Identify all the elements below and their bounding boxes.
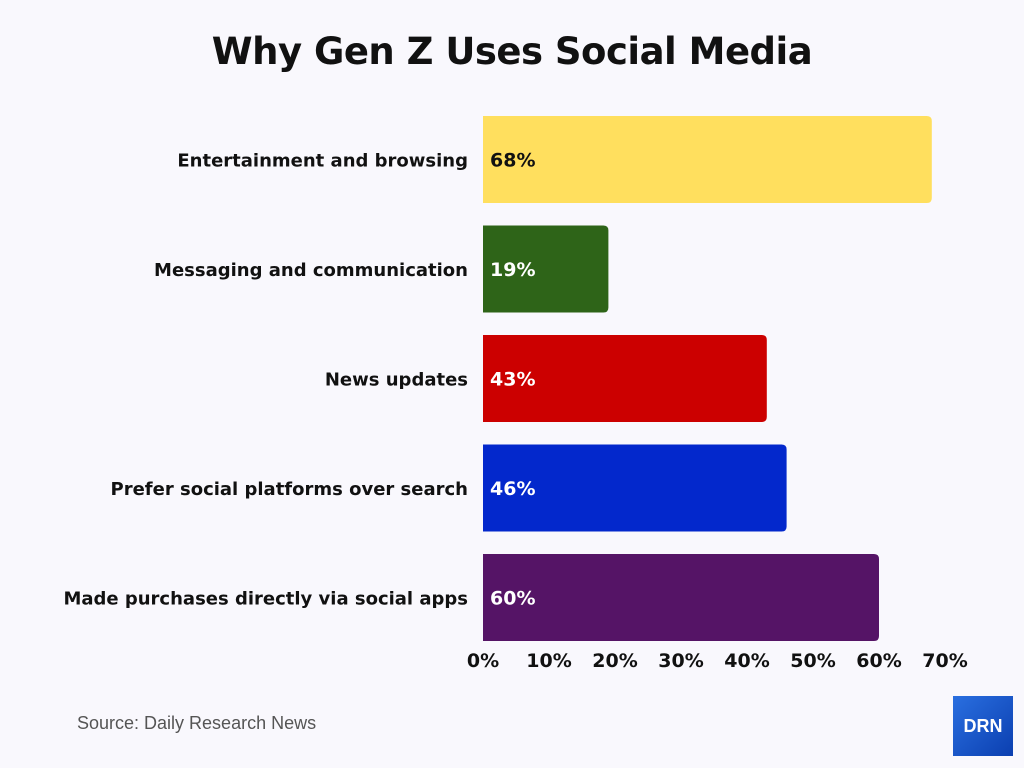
data-label: 68%	[490, 150, 535, 172]
x-tick-label: 0%	[467, 650, 499, 672]
logo-text: DRN	[963, 715, 1003, 736]
bar	[483, 335, 767, 422]
x-tick-label: 50%	[790, 650, 835, 672]
x-tick-label: 20%	[592, 650, 637, 672]
data-label: 60%	[490, 588, 535, 610]
category-label: Messaging and communication	[154, 260, 468, 281]
bar	[483, 554, 879, 641]
bar	[483, 444, 787, 532]
category-label: Prefer social platforms over search	[111, 479, 468, 500]
category-label: Entertainment and browsing	[177, 151, 468, 172]
category-label: News updates	[325, 370, 468, 391]
chart-title: Why Gen Z Uses Social Media	[211, 30, 813, 73]
data-label: 43%	[490, 369, 535, 391]
x-tick-label: 30%	[658, 650, 703, 672]
drn-logo: DRN	[953, 696, 1013, 756]
bar	[483, 225, 609, 313]
category-label: Made purchases directly via social apps	[63, 589, 468, 610]
data-label: 46%	[490, 478, 535, 500]
x-tick-label: 60%	[856, 650, 901, 672]
source-note: Source: Daily Research News	[77, 713, 317, 733]
bar	[483, 116, 932, 203]
x-tick-label: 10%	[526, 650, 571, 672]
x-tick-label: 70%	[922, 650, 967, 672]
data-label: 19%	[490, 259, 535, 281]
x-tick-label: 40%	[724, 650, 769, 672]
